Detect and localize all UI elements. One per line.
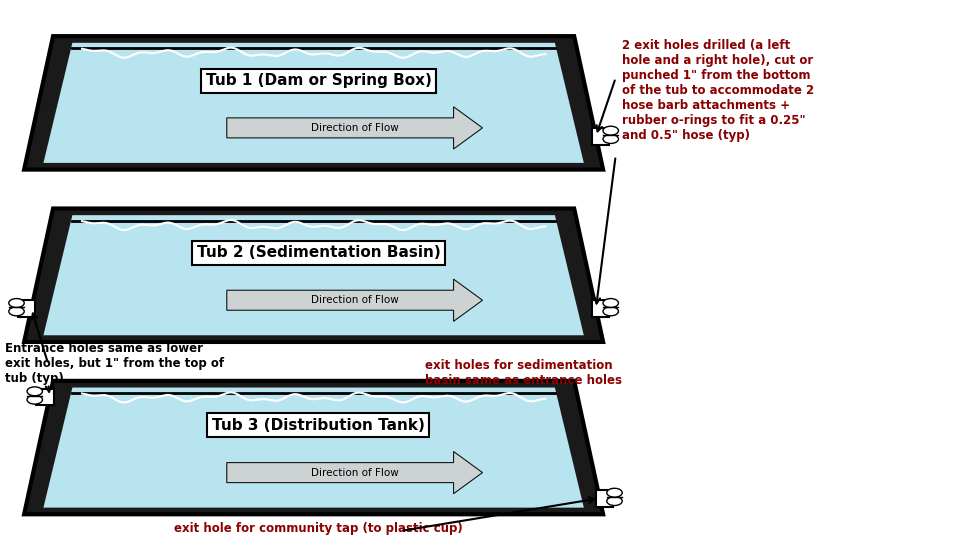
Polygon shape bbox=[43, 388, 584, 508]
Text: 2 exit holes drilled (a left
hole and a right hole), cut or
punched 1" from the : 2 exit holes drilled (a left hole and a … bbox=[622, 39, 814, 142]
Polygon shape bbox=[24, 36, 603, 170]
FancyBboxPatch shape bbox=[36, 389, 54, 405]
Circle shape bbox=[603, 299, 619, 307]
FancyBboxPatch shape bbox=[595, 490, 613, 507]
Circle shape bbox=[9, 307, 24, 316]
FancyBboxPatch shape bbox=[18, 300, 36, 317]
Circle shape bbox=[603, 307, 619, 316]
Text: Direction of Flow: Direction of Flow bbox=[311, 468, 399, 478]
Text: Tub 2 (Sedimentation Basin): Tub 2 (Sedimentation Basin) bbox=[197, 246, 440, 260]
Polygon shape bbox=[227, 279, 482, 321]
Polygon shape bbox=[43, 43, 584, 163]
Text: Tub 1 (Dam or Spring Box): Tub 1 (Dam or Spring Box) bbox=[206, 73, 431, 88]
Polygon shape bbox=[227, 107, 482, 149]
Polygon shape bbox=[24, 208, 603, 342]
FancyBboxPatch shape bbox=[592, 300, 609, 317]
Text: exit holes for sedimentation
basin same as entrance holes: exit holes for sedimentation basin same … bbox=[425, 359, 621, 386]
Circle shape bbox=[603, 126, 619, 135]
Circle shape bbox=[603, 135, 619, 143]
Circle shape bbox=[27, 395, 42, 404]
Circle shape bbox=[607, 488, 622, 497]
Polygon shape bbox=[24, 381, 603, 514]
Text: Tub 3 (Distribution Tank): Tub 3 (Distribution Tank) bbox=[212, 418, 425, 433]
Polygon shape bbox=[43, 215, 584, 335]
Text: exit hole for community tap (to plastic cup): exit hole for community tap (to plastic … bbox=[174, 522, 463, 535]
Circle shape bbox=[27, 387, 42, 396]
Circle shape bbox=[9, 299, 24, 307]
FancyBboxPatch shape bbox=[592, 128, 609, 145]
Text: Direction of Flow: Direction of Flow bbox=[311, 295, 399, 305]
Text: Direction of Flow: Direction of Flow bbox=[311, 123, 399, 133]
Polygon shape bbox=[227, 451, 482, 494]
Circle shape bbox=[607, 497, 622, 505]
Text: Entrance holes same as lower
exit holes, but 1" from the top of
tub (typ): Entrance holes same as lower exit holes,… bbox=[5, 342, 224, 385]
